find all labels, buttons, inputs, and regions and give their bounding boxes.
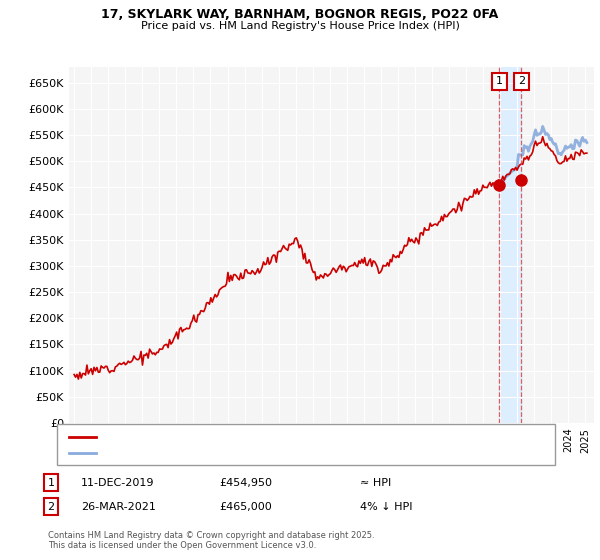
Text: 17, SKYLARK WAY, BARNHAM, BOGNOR REGIS, PO22 0FA (detached house): 17, SKYLARK WAY, BARNHAM, BOGNOR REGIS, … xyxy=(102,432,469,442)
Text: ≈ HPI: ≈ HPI xyxy=(360,478,391,488)
Text: 1: 1 xyxy=(47,478,55,488)
Text: HPI: Average price, detached house, Arun: HPI: Average price, detached house, Arun xyxy=(102,449,306,458)
Text: £454,950: £454,950 xyxy=(219,478,272,488)
Text: 11-DEC-2019: 11-DEC-2019 xyxy=(81,478,155,488)
Text: Contains HM Land Registry data © Crown copyright and database right 2025.
This d: Contains HM Land Registry data © Crown c… xyxy=(48,531,374,550)
Text: 2: 2 xyxy=(47,502,55,512)
Text: £465,000: £465,000 xyxy=(219,502,272,512)
Text: 26-MAR-2021: 26-MAR-2021 xyxy=(81,502,156,512)
Text: 1: 1 xyxy=(496,76,503,86)
Text: 4% ↓ HPI: 4% ↓ HPI xyxy=(360,502,413,512)
Bar xyxy=(499,67,521,423)
Text: 2: 2 xyxy=(518,76,525,86)
Text: Price paid vs. HM Land Registry's House Price Index (HPI): Price paid vs. HM Land Registry's House … xyxy=(140,21,460,31)
Text: 17, SKYLARK WAY, BARNHAM, BOGNOR REGIS, PO22 0FA: 17, SKYLARK WAY, BARNHAM, BOGNOR REGIS, … xyxy=(101,8,499,21)
